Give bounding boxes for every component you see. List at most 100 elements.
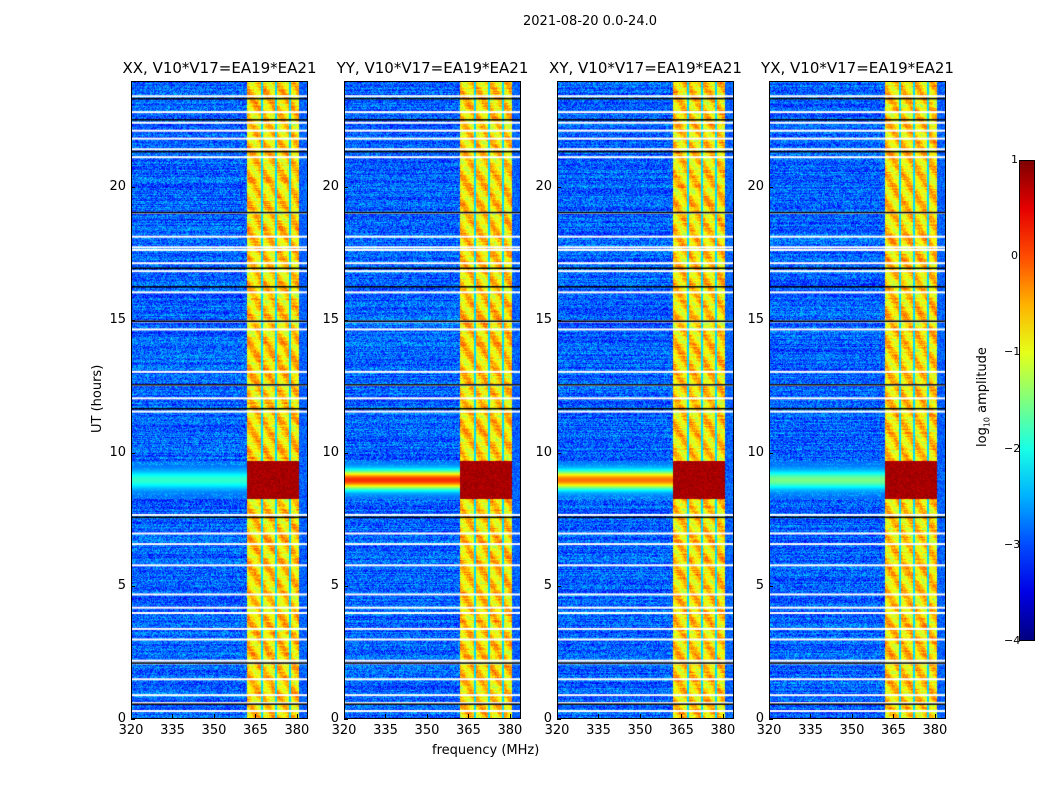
colorbar-tick-label: 1 bbox=[1011, 153, 1018, 166]
x-tick-label: 365 bbox=[881, 723, 906, 738]
y-tick-label: 10 bbox=[322, 445, 339, 461]
heatmap-panel bbox=[769, 81, 946, 719]
x-tick-mark bbox=[557, 714, 558, 718]
heatmap-panel bbox=[344, 81, 521, 719]
y-tick-label: 5 bbox=[543, 578, 552, 594]
y-tick-label: 15 bbox=[109, 312, 126, 328]
panel-title: YY, V10*V17=EA19*EA21 bbox=[336, 59, 529, 77]
y-tick-mark bbox=[344, 187, 348, 189]
spectrogram-canvas bbox=[345, 82, 520, 718]
panel-title: XX, V10*V17=EA19*EA21 bbox=[122, 59, 317, 77]
x-tick-label: 365 bbox=[243, 723, 268, 738]
y-tick-mark bbox=[344, 320, 348, 322]
y-tick-label: 20 bbox=[535, 179, 552, 195]
x-tick-mark bbox=[722, 714, 724, 718]
x-tick-mark bbox=[598, 714, 600, 718]
y-tick-label: 15 bbox=[322, 312, 339, 328]
colorbar-tick-label: −1 bbox=[1004, 345, 1021, 359]
x-tick-label: 380 bbox=[284, 723, 310, 738]
y-axis-label: UT (hours) bbox=[90, 364, 105, 433]
x-tick-label: 365 bbox=[669, 723, 694, 738]
x-tick-label: 320 bbox=[118, 723, 144, 738]
x-tick-mark bbox=[131, 714, 132, 718]
x-tick-label: 350 bbox=[201, 723, 227, 738]
spectrogram-canvas bbox=[558, 82, 733, 718]
y-tick-mark bbox=[557, 187, 561, 189]
y-tick-label: 5 bbox=[330, 578, 339, 594]
y-tick-label: 0 bbox=[330, 711, 339, 726]
x-tick-mark bbox=[851, 714, 853, 718]
x-tick-mark bbox=[255, 714, 257, 718]
y-tick-mark bbox=[769, 453, 773, 455]
y-tick-mark bbox=[557, 320, 561, 322]
x-tick-mark bbox=[681, 714, 683, 718]
y-tick-mark bbox=[131, 453, 135, 455]
y-tick-mark bbox=[557, 453, 561, 455]
x-tick-label: 380 bbox=[710, 723, 736, 738]
panel-title: YX, V10*V17=EA19*EA21 bbox=[761, 59, 954, 77]
x-tick-label: 320 bbox=[544, 723, 570, 738]
heatmap-panel bbox=[131, 81, 308, 719]
x-axis-label: frequency (MHz) bbox=[432, 743, 540, 758]
y-tick-label: 0 bbox=[755, 711, 764, 726]
colorbar-label: log10 amplitude bbox=[975, 347, 992, 447]
colorbar bbox=[1019, 160, 1035, 641]
y-tick-mark bbox=[769, 187, 773, 189]
y-tick-mark bbox=[131, 719, 135, 720]
x-tick-label: 365 bbox=[456, 723, 481, 738]
y-tick-label: 10 bbox=[109, 445, 126, 461]
y-tick-mark bbox=[344, 453, 348, 455]
x-tick-label: 350 bbox=[414, 723, 440, 738]
y-tick-label: 5 bbox=[117, 578, 126, 594]
y-tick-mark bbox=[557, 586, 561, 588]
x-tick-label: 335 bbox=[160, 723, 185, 738]
x-tick-mark bbox=[468, 714, 470, 718]
y-tick-mark bbox=[769, 320, 773, 322]
x-tick-mark bbox=[172, 714, 174, 718]
y-tick-label: 10 bbox=[535, 445, 552, 461]
x-tick-label: 380 bbox=[922, 723, 948, 738]
y-tick-mark bbox=[557, 719, 561, 720]
y-tick-label: 20 bbox=[109, 179, 126, 195]
colorbar-tick-label: 0 bbox=[1011, 249, 1018, 263]
y-tick-label: 0 bbox=[117, 711, 126, 726]
colorbar-label-log: log bbox=[975, 427, 990, 447]
y-tick-mark bbox=[769, 719, 773, 720]
x-tick-label: 335 bbox=[586, 723, 611, 738]
x-tick-mark bbox=[344, 714, 345, 718]
x-tick-label: 335 bbox=[373, 723, 398, 738]
y-tick-label: 20 bbox=[747, 179, 764, 195]
x-tick-label: 350 bbox=[839, 723, 865, 738]
x-tick-mark bbox=[934, 714, 936, 718]
y-tick-label: 10 bbox=[747, 445, 764, 461]
y-tick-mark bbox=[131, 187, 135, 189]
y-tick-mark bbox=[344, 719, 348, 720]
x-tick-label: 350 bbox=[627, 723, 653, 738]
x-tick-label: 320 bbox=[756, 723, 782, 738]
y-tick-label: 15 bbox=[535, 312, 552, 328]
y-tick-mark bbox=[344, 586, 348, 588]
heatmap-panel bbox=[557, 81, 734, 719]
x-tick-mark bbox=[426, 714, 428, 718]
y-tick-mark bbox=[769, 586, 773, 588]
x-tick-mark bbox=[810, 714, 812, 718]
colorbar-tick-label: −4 bbox=[1004, 634, 1021, 647]
x-tick-mark bbox=[213, 714, 215, 718]
colorbar-tick-label: −3 bbox=[1004, 537, 1021, 551]
y-tick-label: 15 bbox=[747, 312, 764, 328]
x-tick-label: 320 bbox=[331, 723, 357, 738]
x-tick-mark bbox=[769, 714, 770, 718]
colorbar-tick-label: −2 bbox=[1004, 441, 1021, 455]
y-tick-label: 5 bbox=[755, 578, 764, 594]
x-tick-mark bbox=[509, 714, 511, 718]
y-tick-mark bbox=[131, 586, 135, 588]
y-tick-label: 0 bbox=[543, 711, 552, 726]
figure-title: 2021-08-20 0.0-24.0 bbox=[523, 14, 657, 29]
panel-title: XY, V10*V17=EA19*EA21 bbox=[549, 59, 742, 77]
colorbar-label-rest: amplitude bbox=[975, 347, 990, 417]
x-tick-mark bbox=[639, 714, 641, 718]
spectrogram-canvas bbox=[132, 82, 307, 718]
y-tick-label: 20 bbox=[322, 179, 339, 195]
spectrogram-canvas bbox=[770, 82, 945, 718]
x-tick-mark bbox=[296, 714, 298, 718]
